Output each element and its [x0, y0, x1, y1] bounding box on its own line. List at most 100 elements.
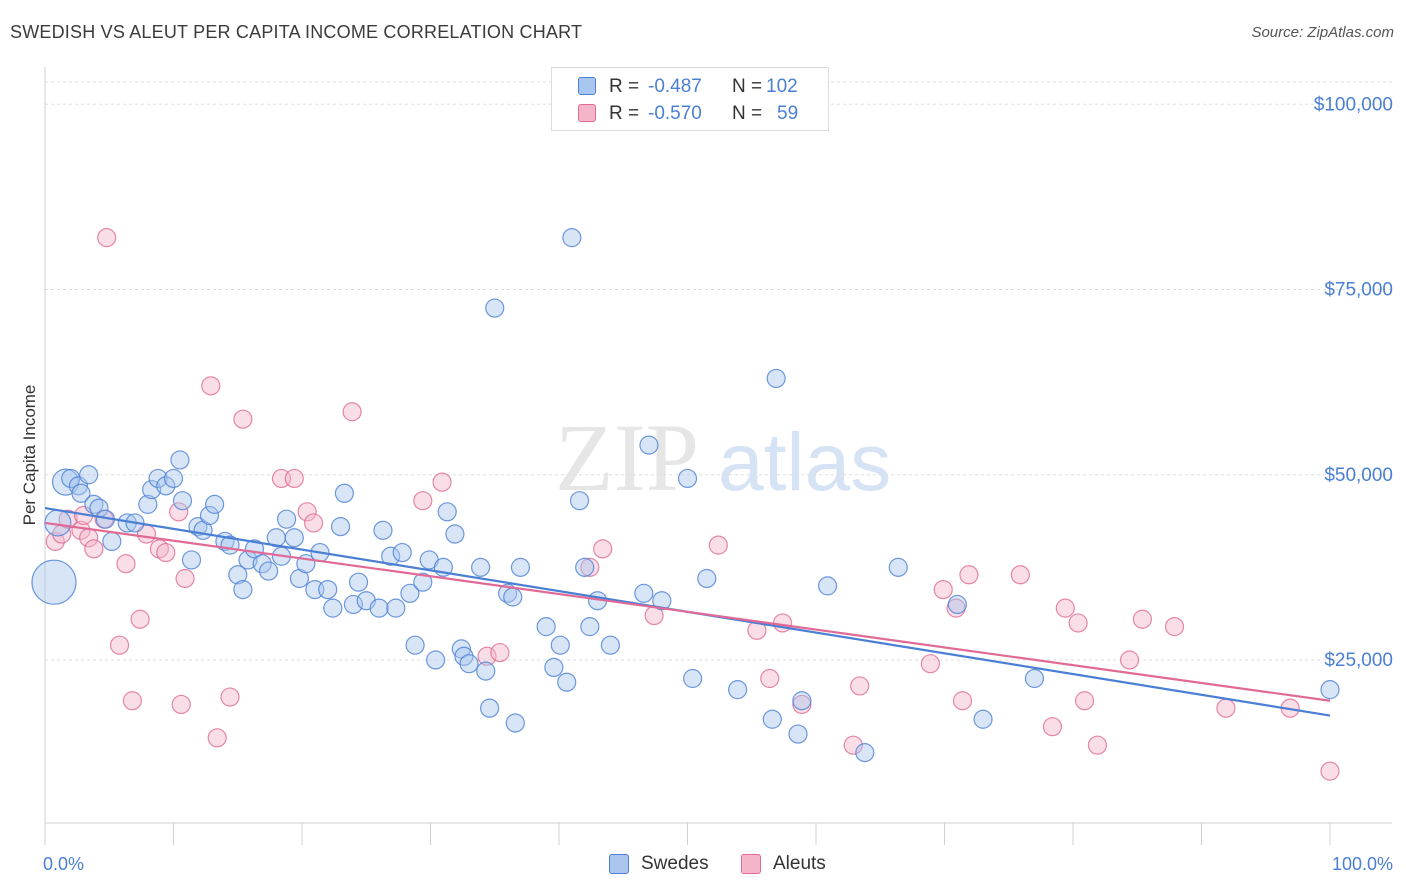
y-tick-labels: $25,000 $50,000 $75,000 $100,000: [1314, 94, 1393, 671]
stats-n-label: N =: [732, 103, 763, 124]
aleuts-legend-swatch: [741, 854, 761, 874]
data-point: [405, 635, 425, 655]
data-point: [348, 572, 369, 592]
data-point: [156, 542, 176, 563]
data-point: [536, 617, 556, 637]
data-point: [959, 565, 979, 585]
data-point: [1055, 598, 1075, 618]
data-point: [677, 468, 698, 489]
data-point: [400, 583, 420, 603]
stats-n-label: N =: [732, 76, 763, 97]
data-point: [172, 491, 193, 511]
data-point: [199, 505, 220, 526]
data-point: [102, 531, 122, 552]
data-point: [318, 579, 338, 600]
stats-row-swedes: R = -0.487 N = 102: [552, 74, 828, 100]
data-point: [580, 557, 600, 577]
swedes-swatch: [578, 77, 596, 95]
data-point: [205, 494, 225, 514]
data-point: [71, 520, 91, 540]
data-point: [233, 579, 253, 600]
data-point: [476, 661, 496, 681]
y-tick-label: $50,000: [1324, 465, 1393, 486]
data-point: [451, 639, 471, 659]
data-point: [1164, 617, 1185, 637]
data-point: [480, 698, 500, 718]
data-point: [284, 468, 304, 489]
stats-r-value: -0.487: [648, 76, 702, 97]
data-point: [766, 368, 786, 389]
data-point: [61, 468, 81, 489]
data-point: [156, 476, 176, 496]
data-point: [373, 520, 393, 540]
data-point: [562, 228, 582, 248]
data-point: [477, 646, 497, 666]
data-point: [952, 691, 973, 711]
data-point: [432, 472, 452, 492]
data-point: [1024, 668, 1045, 689]
trend-line: [44, 521, 1331, 702]
data-point: [386, 598, 406, 618]
data-point: [252, 554, 272, 574]
data-point: [148, 468, 168, 489]
data-point: [122, 691, 142, 711]
data-point: [220, 687, 240, 707]
data-point: [369, 598, 389, 618]
data-point: [330, 517, 351, 537]
data-point: [569, 491, 590, 511]
chart-title: SWEDISH VS ALEUT PER CAPITA INCOME CORRE…: [10, 22, 583, 42]
data-point: [84, 539, 104, 559]
data-point: [342, 402, 362, 422]
data-point: [323, 598, 343, 618]
data-point: [84, 494, 104, 514]
data-point: [163, 468, 184, 489]
x-tick-label-min: 0.0%: [43, 854, 84, 874]
data-point: [334, 483, 355, 503]
data-point: [437, 502, 457, 522]
legend: Swedes Aleuts: [0, 852, 1406, 878]
data-point: [45, 531, 65, 552]
stats-n-value: 102: [766, 76, 798, 97]
stats-n-value: 59: [777, 103, 799, 124]
stats-box: R = -0.487 N = 102 R = -0.570 N = 59: [551, 67, 829, 131]
legend-label-aleuts: Aleuts: [773, 853, 826, 874]
stats-r-label: R =: [609, 76, 640, 97]
watermark-zip: ZIP: [555, 404, 699, 511]
data-point: [593, 539, 613, 559]
data-point: [1320, 761, 1340, 781]
data-point: [503, 587, 523, 607]
data-point: [728, 680, 748, 700]
data-point: [920, 654, 940, 674]
data-point: [639, 435, 659, 455]
data-point: [201, 376, 221, 396]
data-point: [175, 568, 195, 589]
data-point: [233, 409, 253, 429]
data-point: [343, 594, 363, 615]
data-point: [544, 657, 564, 678]
data-point: [79, 465, 99, 485]
data-point: [1074, 691, 1095, 711]
data-point: [171, 694, 191, 715]
data-point: [510, 557, 531, 577]
data-point: [426, 650, 446, 670]
data-point: [788, 724, 808, 744]
data-point: [459, 654, 479, 674]
data-point: [550, 635, 570, 655]
data-point: [580, 617, 600, 637]
data-point: [471, 557, 491, 577]
data-point: [71, 483, 91, 503]
data-point: [557, 672, 577, 692]
data-point: [142, 479, 162, 500]
trend-lines: [44, 507, 1331, 717]
y-tick-label: $75,000: [1324, 280, 1393, 301]
y-tick-label: $100,000: [1314, 94, 1393, 115]
data-point: [762, 709, 782, 729]
data-point: [933, 579, 953, 600]
data-point: [708, 535, 728, 555]
data-point: [228, 565, 248, 585]
data-point: [392, 542, 412, 563]
data-point: [109, 635, 130, 655]
data-point: [1042, 717, 1063, 737]
data-point: [1320, 680, 1340, 700]
